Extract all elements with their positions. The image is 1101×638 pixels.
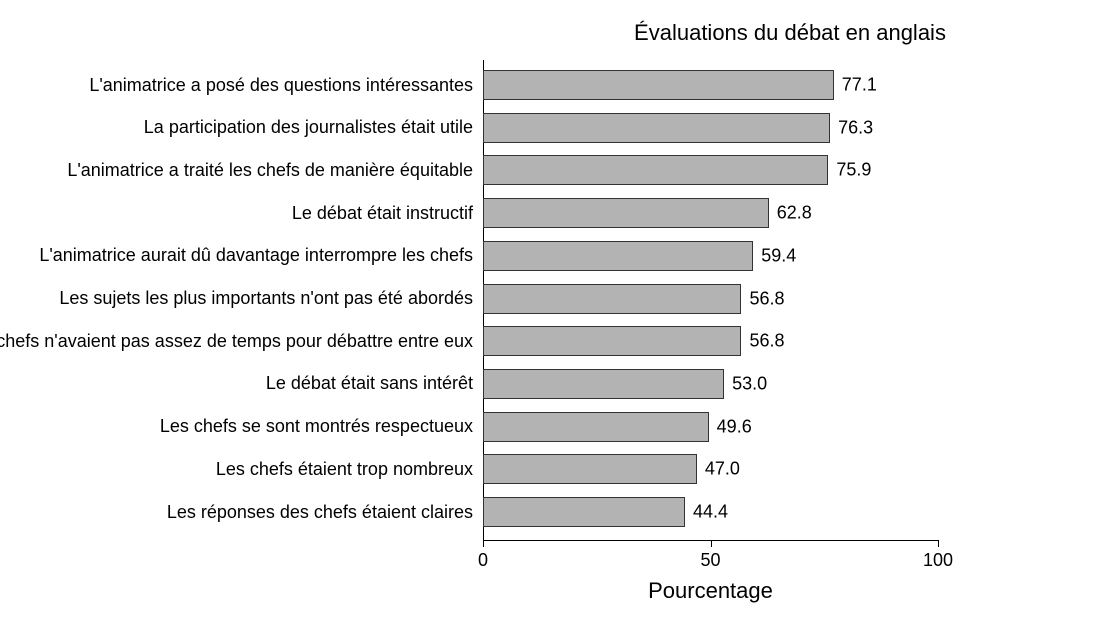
bar-value-label: 76.3 xyxy=(838,117,873,138)
bar xyxy=(483,198,769,228)
bar-category-label: Les réponses des chefs étaient claires xyxy=(167,502,483,523)
x-tick-mark xyxy=(938,540,939,547)
bar-category-label: Le débat était instructif xyxy=(292,203,483,224)
x-tick-label: 100 xyxy=(923,550,953,571)
bar-row: L'animatrice a traité les chefs de maniè… xyxy=(483,155,938,185)
bar-value-label: 56.8 xyxy=(749,331,784,352)
x-tick: 0 xyxy=(483,540,484,547)
x-tick-label: 0 xyxy=(478,550,488,571)
bar-row: L'animatrice aurait dû davantage interro… xyxy=(483,241,938,271)
bar-category-label: Les chefs étaient trop nombreux xyxy=(216,459,483,480)
bar-category-label: L'animatrice a traité les chefs de maniè… xyxy=(67,160,483,181)
x-tick-label: 50 xyxy=(700,550,720,571)
bar xyxy=(483,497,685,527)
bar-category-label: Les chefs n'avaient pas assez de temps p… xyxy=(0,331,483,352)
bar-value-label: 44.4 xyxy=(693,502,728,523)
bar-value-label: 56.8 xyxy=(749,288,784,309)
bar-row: L'animatrice a posé des questions intére… xyxy=(483,70,938,100)
bar xyxy=(483,70,834,100)
bar-category-label: Le débat était sans intérêt xyxy=(266,373,483,394)
bar-category-label: Les sujets les plus importants n'ont pas… xyxy=(59,288,483,309)
chart-title: Évaluations du débat en anglais xyxy=(580,20,1000,46)
bar-value-label: 77.1 xyxy=(842,75,877,96)
x-tick-mark xyxy=(483,540,484,547)
chart-container: Évaluations du débat en anglais L'animat… xyxy=(0,0,1101,638)
x-tick: 100 xyxy=(938,540,939,547)
bar xyxy=(483,412,709,442)
bar-category-label: L'animatrice a posé des questions intére… xyxy=(89,75,483,96)
bar xyxy=(483,369,724,399)
x-axis-title: Pourcentage xyxy=(483,578,938,604)
bar-row: Le débat était sans intérêt53.0 xyxy=(483,369,938,399)
bar-category-label: L'animatrice aurait dû davantage interro… xyxy=(39,245,483,266)
bar-value-label: 59.4 xyxy=(761,245,796,266)
bar-row: Les chefs étaient trop nombreux47.0 xyxy=(483,454,938,484)
bar-row: Les réponses des chefs étaient claires44… xyxy=(483,497,938,527)
bar-row: La participation des journalistes était … xyxy=(483,113,938,143)
bar-value-label: 53.0 xyxy=(732,373,767,394)
bar-category-label: Les chefs se sont montrés respectueux xyxy=(160,416,483,437)
bar xyxy=(483,113,830,143)
bar-row: Les sujets les plus importants n'ont pas… xyxy=(483,284,938,314)
plot-area: L'animatrice a posé des questions intére… xyxy=(483,60,938,540)
bar-value-label: 62.8 xyxy=(777,203,812,224)
bar xyxy=(483,284,741,314)
bar-category-label: La participation des journalistes était … xyxy=(144,117,483,138)
bar-value-label: 75.9 xyxy=(836,160,871,181)
bar-row: Les chefs se sont montrés respectueux49.… xyxy=(483,412,938,442)
bar xyxy=(483,155,828,185)
bar-row: Les chefs n'avaient pas assez de temps p… xyxy=(483,326,938,356)
bar-value-label: 47.0 xyxy=(705,459,740,480)
x-tick: 50 xyxy=(711,540,712,547)
bar xyxy=(483,454,697,484)
bar-value-label: 49.6 xyxy=(717,416,752,437)
x-tick-mark xyxy=(711,540,712,547)
bar xyxy=(483,241,753,271)
bar-row: Le débat était instructif62.8 xyxy=(483,198,938,228)
bar xyxy=(483,326,741,356)
